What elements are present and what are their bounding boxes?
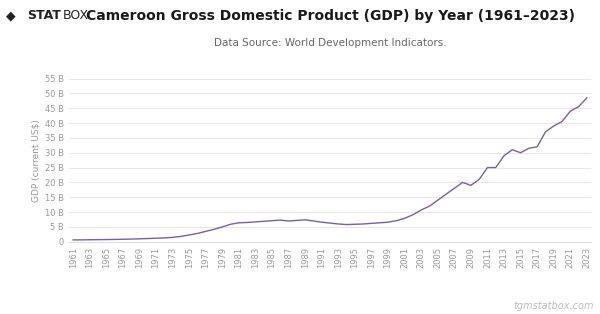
Y-axis label: GDP (current US$): GDP (current US$)	[32, 119, 41, 202]
Text: Cameroon Gross Domestic Product (GDP) by Year (1961–2023): Cameroon Gross Domestic Product (GDP) by…	[86, 9, 575, 24]
Text: STAT: STAT	[27, 9, 61, 22]
Text: BOX: BOX	[63, 9, 89, 22]
Text: tgmstatbox.com: tgmstatbox.com	[514, 301, 594, 311]
Text: ◆: ◆	[6, 9, 16, 22]
Text: Data Source: World Development Indicators.: Data Source: World Development Indicator…	[214, 38, 446, 48]
